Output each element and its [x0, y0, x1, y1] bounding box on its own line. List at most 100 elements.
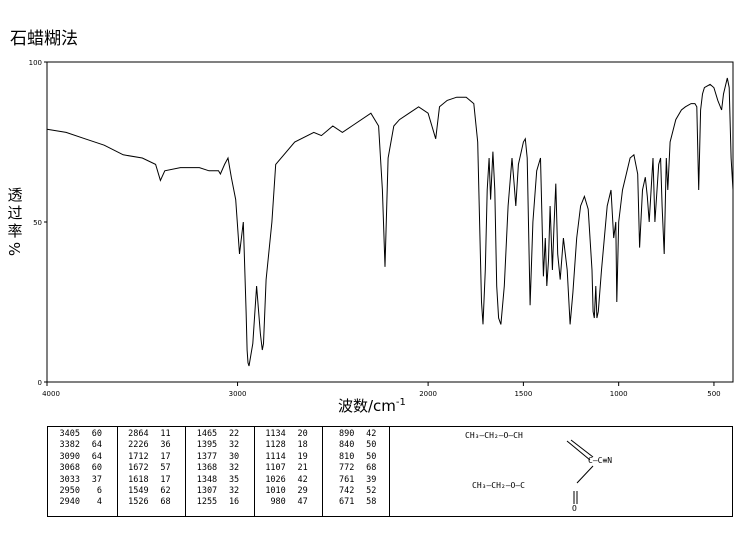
- peak-table-row: 671 58: [324, 497, 376, 508]
- structure-line-1: CH₃—CH₂—O—CH: [465, 431, 523, 440]
- peak-table-row: 2940 4: [50, 497, 102, 508]
- transmittance-value: 35: [228, 474, 240, 485]
- structure-line-2: C—C≡N: [588, 456, 613, 465]
- peak-table-row: 2226 36: [119, 440, 171, 451]
- wavenumber-value: 1377: [196, 451, 218, 462]
- wavenumber-value: 3068: [59, 463, 80, 474]
- x-axis-label: 波数/cm-1: [338, 395, 406, 416]
- x-tick-label: 1000: [610, 390, 628, 398]
- transmittance-value: 4: [96, 497, 102, 508]
- peak-table-row: 1026 42: [256, 474, 308, 486]
- y-tick-label: 0: [38, 379, 42, 387]
- column-divider: [116, 427, 118, 516]
- peak-table-row: 1368 32: [187, 463, 239, 474]
- peak-table-row: 840 50: [324, 440, 376, 451]
- wavenumber-value: 3382: [59, 440, 80, 451]
- wavenumber-value: 1712: [128, 451, 149, 462]
- transmittance-value: 42: [297, 474, 308, 485]
- column-divider: [185, 427, 187, 516]
- wavenumber-value: 1255: [196, 497, 218, 508]
- page-title: 石蜡糊法: [10, 29, 78, 49]
- x-tick-label: 2000: [419, 390, 437, 398]
- transmittance-value: 60: [91, 429, 102, 439]
- x-tick-label: 500: [707, 390, 720, 398]
- peak-table-row: 2950 6: [50, 486, 102, 497]
- transmittance-value: 50: [366, 440, 377, 451]
- y-axis-label-char: 过: [7, 204, 23, 222]
- structure-line-3: CH₃—CH₂—O—C: [472, 481, 525, 490]
- transmittance-value: 22: [228, 429, 240, 439]
- transmittance-value: 68: [366, 463, 377, 474]
- bond-line: [566, 440, 591, 461]
- peak-table-row: 1377 30: [187, 452, 239, 463]
- peak-table-column: 1465 22 1395 32 1377 30 1368 32 1348 35 1307 32 1255…: [187, 429, 239, 509]
- wavenumber-value: 1672: [128, 463, 149, 474]
- peak-table-row: 761 39: [324, 475, 376, 486]
- peak-table-row: 1134 20: [256, 429, 308, 440]
- peak-table: 3405 60 3382 64 3090 64 3068 60 3033 37 2950 6 2940 4…: [47, 426, 390, 517]
- peak-table-row: 1010 29: [256, 486, 307, 497]
- peak-table-row: 1114 19: [256, 451, 308, 463]
- x-tick-label: 1500: [514, 390, 532, 398]
- wavenumber-value: 1010: [265, 486, 286, 497]
- transmittance-value: 20: [297, 429, 308, 439]
- peak-table-column: 890 42 840 50 810 50 772 68 761 39 742 52 671 58: [324, 429, 376, 509]
- transmittance-value: 50: [366, 451, 377, 462]
- wavenumber-value: 840: [339, 440, 355, 451]
- peak-table-row: 890 42: [324, 429, 376, 440]
- wavenumber-value: 1526: [128, 497, 149, 508]
- x-axis-label-exponent: -1: [395, 397, 406, 408]
- peak-table-row: 1712 17: [119, 451, 170, 463]
- wavenumber-value: 1368: [196, 463, 218, 474]
- transmittance-value: 57: [160, 463, 171, 474]
- peak-table-row: 1526 68: [119, 497, 170, 508]
- transmittance-value: 36: [160, 440, 171, 451]
- transmittance-value: 62: [160, 486, 171, 497]
- ir-spectrum-chart: 4000 3000 2000 1500 1000 500 0 50 100: [29, 59, 734, 398]
- transmittance-value: 60: [91, 463, 102, 474]
- y-tick-label: 50: [33, 219, 42, 227]
- peak-table-row: 3068 60: [50, 463, 102, 474]
- peak-table-row: 3405 60: [50, 429, 102, 440]
- wavenumber-value: 1134: [265, 429, 286, 439]
- peak-table-row: 1307 32: [187, 486, 239, 497]
- peak-table-column: 1134 20 1128 18 1114 19 1107 21 1026 42 1010 29 980 4…: [256, 429, 308, 509]
- peak-table-row: 1348 35: [187, 475, 239, 486]
- wavenumber-value: 1465: [196, 429, 218, 439]
- transmittance-value: 39: [366, 474, 377, 485]
- bond-line: [576, 465, 594, 484]
- x-axis-label-text: 波数/cm: [338, 397, 396, 415]
- y-axis-label: 透 过 率 %: [4, 186, 26, 258]
- axis-ticks: 4000 3000 2000 1500 1000 500 0 50 100: [29, 59, 721, 398]
- transmittance-value: 32: [228, 463, 240, 474]
- wavenumber-value: 1348: [196, 474, 218, 485]
- wavenumber-value: 1618: [128, 474, 149, 485]
- transmittance-value: 11: [160, 429, 171, 439]
- peak-table-row: 1395 32: [187, 440, 239, 451]
- wavenumber-value: 890: [339, 429, 355, 439]
- wavenumber-value: 772: [339, 463, 355, 474]
- wavenumber-value: 671: [339, 497, 355, 508]
- peak-table-row: 1549 62: [119, 486, 171, 497]
- structure-bonds: [566, 439, 594, 504]
- wavenumber-value: 2864: [128, 429, 149, 439]
- peak-table-row: 980 47: [256, 497, 307, 508]
- column-divider: [253, 427, 255, 516]
- wavenumber-value: 742: [339, 486, 355, 497]
- y-tick-label: 100: [29, 59, 42, 67]
- wavenumber-value: 1026: [265, 474, 286, 485]
- peak-table-row: 3382 64: [50, 440, 102, 451]
- wavenumber-value: 3405: [59, 429, 80, 439]
- transmittance-value: 30: [228, 451, 240, 462]
- transmittance-value: 19: [297, 451, 308, 462]
- peak-table-row: 1128 18: [256, 440, 307, 451]
- peak-table-row: 1465 22: [187, 429, 239, 440]
- peak-table-row: 772 68: [324, 463, 376, 474]
- peak-table-row: 1255 16: [187, 497, 239, 508]
- wavenumber-value: 2226: [128, 440, 149, 451]
- wavenumber-value: 1307: [196, 486, 218, 497]
- peak-table-row: 2864 11: [119, 429, 171, 440]
- transmittance-value: 17: [160, 474, 171, 485]
- bond-line: [570, 439, 594, 458]
- x-tick-label: 3000: [229, 390, 247, 398]
